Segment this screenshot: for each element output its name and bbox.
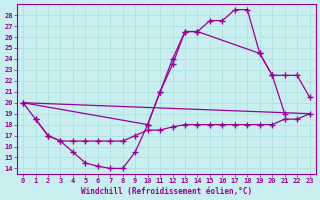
X-axis label: Windchill (Refroidissement éolien,°C): Windchill (Refroidissement éolien,°C) <box>81 187 252 196</box>
